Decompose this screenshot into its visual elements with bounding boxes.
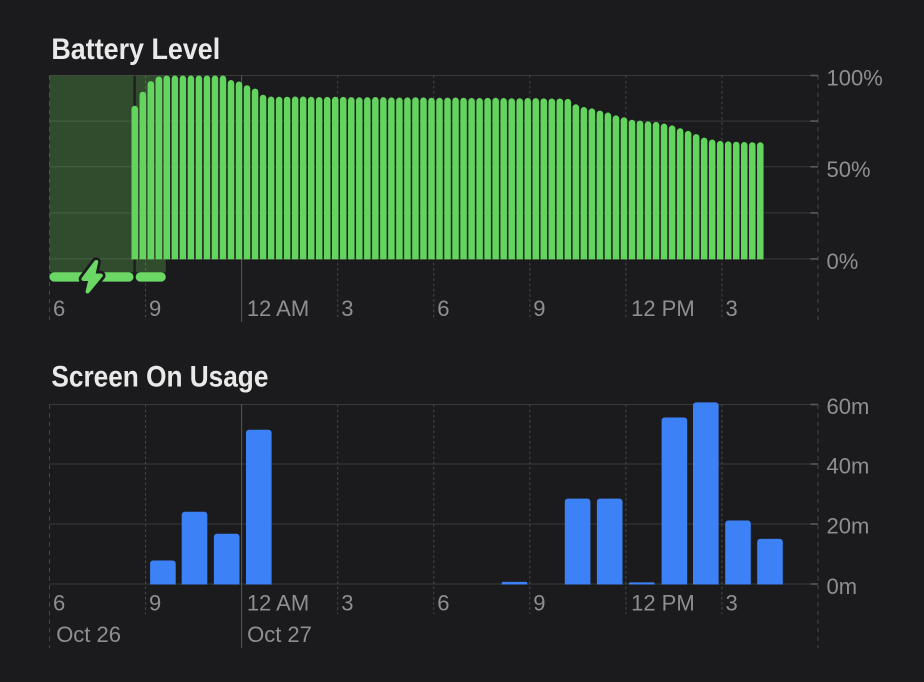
svg-text:12 AM: 12 AM	[247, 590, 309, 615]
svg-text:Oct 26: Oct 26	[56, 622, 121, 647]
svg-text:9: 9	[533, 590, 545, 615]
svg-text:Oct 27: Oct 27	[247, 622, 312, 647]
svg-text:60m: 60m	[827, 394, 870, 419]
svg-text:3: 3	[725, 590, 737, 615]
svg-text:6: 6	[437, 590, 449, 615]
svg-text:9: 9	[149, 296, 161, 321]
svg-text:3: 3	[725, 296, 737, 321]
svg-text:6: 6	[53, 590, 65, 615]
svg-text:40m: 40m	[827, 454, 870, 479]
svg-text:12 AM: 12 AM	[247, 296, 309, 321]
svg-text:12 PM: 12 PM	[631, 296, 695, 321]
svg-text:3: 3	[341, 296, 353, 321]
svg-text:9: 9	[533, 296, 545, 321]
svg-text:50%: 50%	[827, 157, 871, 182]
svg-text:Battery Level: Battery Level	[51, 33, 220, 66]
svg-text:6: 6	[53, 296, 65, 321]
svg-text:100%: 100%	[827, 66, 883, 91]
svg-text:0%: 0%	[827, 249, 859, 274]
svg-text:20m: 20m	[827, 514, 870, 539]
svg-text:Screen On Usage: Screen On Usage	[51, 361, 268, 394]
svg-text:12 PM: 12 PM	[631, 590, 695, 615]
svg-text:6: 6	[437, 296, 449, 321]
svg-text:9: 9	[149, 590, 161, 615]
svg-text:3: 3	[341, 590, 353, 615]
svg-text:0m: 0m	[827, 574, 858, 599]
